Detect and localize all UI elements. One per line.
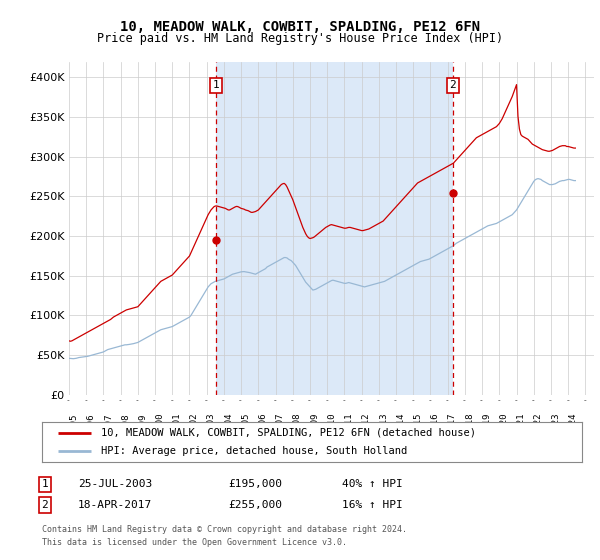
Text: 1996: 1996 [86, 412, 95, 434]
Text: 2: 2 [41, 500, 49, 510]
Text: 18-APR-2017: 18-APR-2017 [78, 500, 152, 510]
Text: 2003: 2003 [207, 412, 216, 434]
Bar [217, 62, 452, 395]
Text: 2004: 2004 [224, 412, 233, 434]
Text: 2006: 2006 [259, 412, 268, 434]
Text: 2011: 2011 [344, 412, 353, 434]
Text: 2010: 2010 [327, 412, 336, 434]
Text: 2012: 2012 [362, 412, 371, 434]
Text: 25-JUL-2003: 25-JUL-2003 [78, 479, 152, 489]
Text: 2024: 2024 [568, 412, 577, 434]
Text: 2009: 2009 [310, 412, 319, 434]
Text: 2017: 2017 [448, 412, 457, 434]
Text: HPI: Average price, detached house, South Holland: HPI: Average price, detached house, Sout… [101, 446, 407, 456]
Text: 2005: 2005 [241, 412, 250, 434]
Text: 2001: 2001 [172, 412, 181, 434]
Text: 1: 1 [213, 81, 220, 90]
Text: 2013: 2013 [379, 412, 388, 434]
Text: Price paid vs. HM Land Registry's House Price Index (HPI): Price paid vs. HM Land Registry's House … [97, 32, 503, 45]
Text: Contains HM Land Registry data © Crown copyright and database right 2024.: Contains HM Land Registry data © Crown c… [42, 525, 407, 534]
Text: 2002: 2002 [190, 412, 199, 434]
Text: 1995: 1995 [69, 412, 78, 434]
Text: 2016: 2016 [430, 412, 439, 434]
Text: 2: 2 [449, 81, 456, 90]
Text: 2018: 2018 [465, 412, 474, 434]
Text: 2023: 2023 [551, 412, 560, 434]
Text: This data is licensed under the Open Government Licence v3.0.: This data is licensed under the Open Gov… [42, 538, 347, 547]
Text: 2014: 2014 [396, 412, 405, 434]
Text: 40% ↑ HPI: 40% ↑ HPI [342, 479, 403, 489]
Text: 1: 1 [41, 479, 49, 489]
Text: 2015: 2015 [413, 412, 422, 434]
Text: 10, MEADOW WALK, COWBIT, SPALDING, PE12 6FN: 10, MEADOW WALK, COWBIT, SPALDING, PE12 … [120, 20, 480, 34]
Text: 1998: 1998 [121, 412, 130, 434]
Text: 2021: 2021 [517, 412, 526, 434]
Text: 2007: 2007 [275, 412, 284, 434]
Text: £195,000: £195,000 [228, 479, 282, 489]
Text: 10, MEADOW WALK, COWBIT, SPALDING, PE12 6FN (detached house): 10, MEADOW WALK, COWBIT, SPALDING, PE12 … [101, 428, 476, 438]
Text: 2022: 2022 [534, 412, 543, 434]
Text: 2019: 2019 [482, 412, 491, 434]
Text: 2020: 2020 [499, 412, 508, 434]
Text: 1997: 1997 [103, 412, 112, 434]
Text: 16% ↑ HPI: 16% ↑ HPI [342, 500, 403, 510]
Text: 2008: 2008 [293, 412, 302, 434]
Text: £255,000: £255,000 [228, 500, 282, 510]
Text: 1999: 1999 [138, 412, 147, 434]
Text: 2000: 2000 [155, 412, 164, 434]
